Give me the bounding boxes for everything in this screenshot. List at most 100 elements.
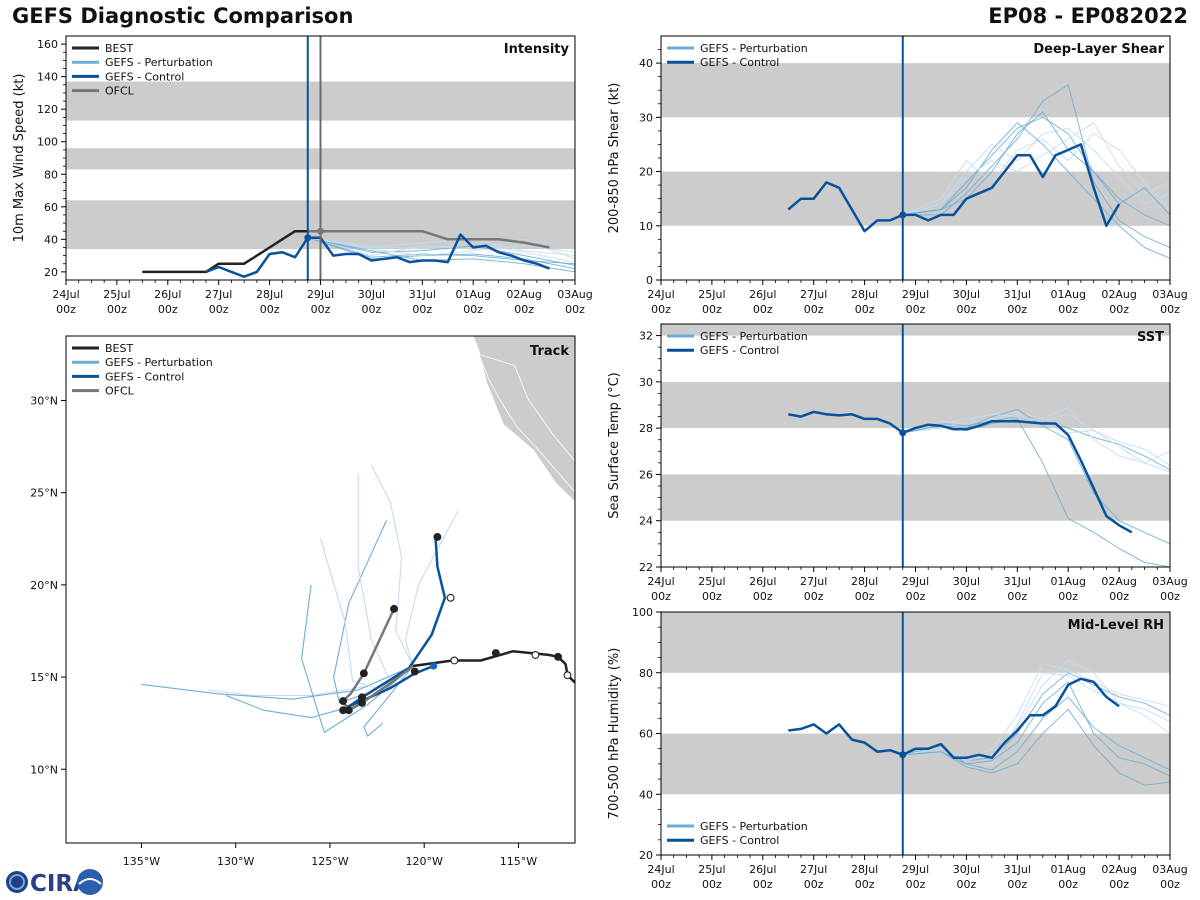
threshold-band bbox=[661, 171, 1170, 226]
track-position-point bbox=[433, 533, 442, 541]
y-tick-label: 0 bbox=[646, 274, 653, 287]
legend-label: GEFS - Perturbation bbox=[700, 820, 808, 833]
y-axis-label: 700-500 hPa Humidity (%) bbox=[607, 648, 622, 820]
track-position-point bbox=[563, 671, 572, 680]
legend-label: GEFS - Perturbation bbox=[105, 356, 213, 369]
x-tick-sublabel: 00z bbox=[514, 303, 534, 316]
track-position-point bbox=[446, 593, 455, 602]
map-frame bbox=[65, 335, 576, 844]
x-tick-label: 24Jul bbox=[52, 288, 79, 301]
x-tick-sublabel: 00z bbox=[855, 590, 875, 603]
y-tick-label: 80 bbox=[44, 168, 58, 181]
threshold-band bbox=[661, 324, 1170, 336]
threshold-band bbox=[661, 612, 1170, 673]
map-area bbox=[66, 336, 575, 843]
lon-tick-label: 120°W bbox=[405, 855, 442, 868]
plot-area bbox=[661, 324, 1170, 567]
x-tick-label: 02Aug bbox=[1101, 863, 1136, 876]
y-axis-label: 10m Max Wind Speed (kt) bbox=[12, 74, 27, 243]
lat-tick-label: 10°N bbox=[30, 763, 58, 776]
x-tick-sublabel: 00z bbox=[158, 303, 178, 316]
series-line-gefs-control bbox=[788, 410, 1133, 534]
x-tick-label: 02Aug bbox=[506, 288, 541, 301]
x-tick-sublabel: 00z bbox=[753, 590, 773, 603]
y-axis-label: 200-850 hPa Shear (kt) bbox=[607, 83, 622, 234]
x-tick-sublabel: 00z bbox=[957, 303, 977, 316]
x-tick-label: 28Jul bbox=[256, 288, 283, 301]
ofcl-initial-point bbox=[317, 227, 324, 235]
x-tick-sublabel: 00z bbox=[1007, 878, 1027, 891]
x-tick-label: 01Aug bbox=[1050, 288, 1085, 301]
x-tick-label: 27Jul bbox=[800, 863, 827, 876]
agency-emblem-icon bbox=[77, 869, 103, 895]
series-line-gefs-perturbation bbox=[902, 133, 1171, 216]
storm-id: EP08 - EP082022 bbox=[988, 4, 1188, 28]
x-tick-label: 03Aug bbox=[1152, 288, 1187, 301]
x-tick-sublabel: 00z bbox=[753, 878, 773, 891]
y-tick-label: 140 bbox=[37, 71, 58, 84]
x-tick-label: 30Jul bbox=[953, 863, 980, 876]
x-tick-sublabel: 00z bbox=[804, 590, 824, 603]
x-tick-sublabel: 00z bbox=[1160, 303, 1180, 316]
x-tick-label: 29Jul bbox=[902, 575, 929, 588]
legend-label: BEST bbox=[105, 342, 133, 355]
shear-panel: 0 10 20 30 40 24Jul 00z 25Jul 00z 26Jul 00z 27Jul 00… bbox=[607, 35, 1188, 316]
track-position-point bbox=[410, 667, 419, 676]
legend-label: GEFS - Control bbox=[700, 834, 779, 847]
x-tick-sublabel: 00z bbox=[1160, 590, 1180, 603]
series-line-gefs-perturbation bbox=[307, 237, 576, 260]
lon-tick-label: 130°W bbox=[217, 855, 254, 868]
threshold-band bbox=[661, 381, 1170, 429]
series-line-gefs-perturbation bbox=[307, 237, 576, 263]
legend-label: OFCL bbox=[105, 85, 135, 98]
x-tick-label: 31Jul bbox=[1004, 575, 1031, 588]
x-tick-sublabel: 00z bbox=[906, 590, 926, 603]
y-tick-label: 24 bbox=[639, 515, 653, 528]
x-tick-label: 29Jul bbox=[902, 288, 929, 301]
track-position-point bbox=[390, 604, 398, 613]
panel-title: Intensity bbox=[504, 42, 570, 57]
x-tick-label: 31Jul bbox=[1004, 863, 1031, 876]
legend-label: GEFS - Control bbox=[105, 370, 184, 383]
track-position-point bbox=[531, 650, 540, 659]
x-tick-label: 26Jul bbox=[749, 288, 776, 301]
x-tick-label: 28Jul bbox=[851, 288, 878, 301]
track-position-point bbox=[491, 649, 500, 658]
x-tick-sublabel: 00z bbox=[209, 303, 229, 316]
series-line-gefs-perturbation bbox=[902, 663, 1171, 759]
y-tick-label: 10 bbox=[639, 220, 653, 233]
x-tick-label: 28Jul bbox=[851, 575, 878, 588]
lat-tick-label: 20°N bbox=[30, 579, 58, 592]
control-initial-position bbox=[430, 662, 438, 670]
lat-tick-label: 25°N bbox=[30, 487, 58, 500]
x-tick-sublabel: 00z bbox=[957, 590, 977, 603]
track-position-point bbox=[344, 706, 353, 715]
x-tick-label: 01Aug bbox=[455, 288, 490, 301]
lon-tick-label: 135°W bbox=[123, 855, 160, 868]
x-tick-sublabel: 00z bbox=[957, 878, 977, 891]
y-tick-label: 40 bbox=[639, 57, 653, 70]
track-line-gefs-perturbation bbox=[404, 510, 459, 667]
x-tick-label: 29Jul bbox=[902, 863, 929, 876]
legend-label: GEFS - Control bbox=[700, 56, 779, 69]
series-line-gefs-perturbation bbox=[902, 122, 1171, 259]
series-line-gefs-perturbation bbox=[307, 237, 576, 257]
track-line-gefs-perturbation bbox=[141, 665, 414, 700]
series-line-gefs-perturbation bbox=[902, 111, 1171, 216]
y-tick-label: 160 bbox=[37, 38, 58, 51]
y-tick-label: 40 bbox=[639, 788, 653, 801]
x-tick-label: 24Jul bbox=[647, 863, 674, 876]
x-tick-label: 27Jul bbox=[800, 575, 827, 588]
y-tick-label: 120 bbox=[37, 103, 58, 116]
legend-label: BEST bbox=[105, 42, 133, 55]
series-line-gefs-perturbation bbox=[307, 237, 576, 257]
x-tick-sublabel: 00z bbox=[412, 303, 432, 316]
x-tick-sublabel: 00z bbox=[1058, 878, 1078, 891]
series-line-best bbox=[142, 229, 308, 274]
cira-globe-ring bbox=[9, 874, 25, 890]
x-tick-sublabel: 00z bbox=[804, 303, 824, 316]
x-tick-label: 02Aug bbox=[1101, 575, 1136, 588]
threshold-band bbox=[661, 63, 1170, 118]
track-position-point bbox=[450, 656, 459, 665]
